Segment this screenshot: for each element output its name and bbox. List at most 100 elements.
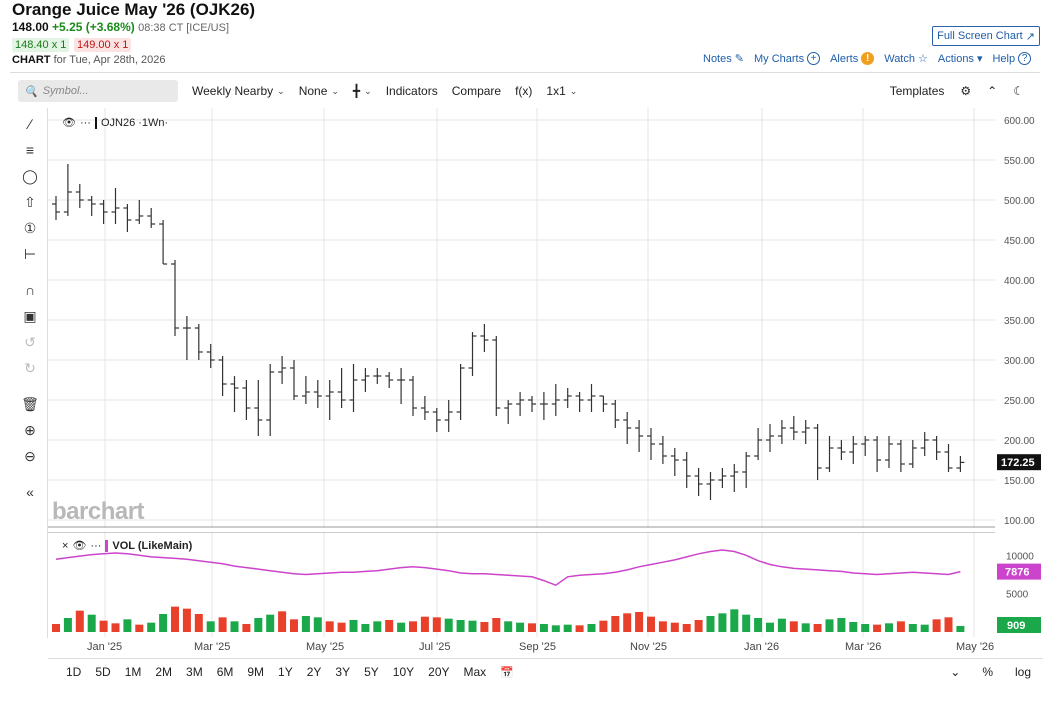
mycharts-link[interactable]: My Charts +	[754, 52, 821, 65]
lock-icon[interactable]: ▣	[23, 307, 37, 324]
range-2y[interactable]: 2Y	[306, 665, 322, 679]
log-toggle[interactable]: log	[1014, 665, 1031, 679]
ohlc-bar	[290, 360, 298, 400]
trendline-icon[interactable]: ∕	[28, 116, 32, 132]
watch-link[interactable]: Watch ☆	[884, 52, 928, 66]
price-tick-label: 100.00	[1004, 516, 1035, 527]
volume-bar	[873, 624, 882, 632]
ohlc-bar	[182, 316, 191, 360]
price-tick-label: 400.00	[1004, 276, 1035, 287]
volume-bar	[420, 616, 429, 632]
undo-icon[interactable]: ↺	[24, 333, 36, 350]
help-link[interactable]: Help?	[992, 52, 1032, 65]
ohlc-bar	[611, 400, 620, 428]
quote-line: 148.00 +5.25 (+3.68%) 08:38 CT [ICE/US]	[12, 20, 229, 34]
fullscreen-button[interactable]: Full Screen Chart ↗	[932, 26, 1040, 46]
ohlc-bar	[230, 376, 239, 412]
measure-icon[interactable]: ⊢	[23, 245, 37, 262]
ohlc-bar	[147, 208, 156, 228]
compare-button[interactable]: Compare	[452, 84, 501, 98]
more-icon[interactable]: ···	[79, 116, 91, 129]
close-icon[interactable]: ×	[62, 539, 69, 552]
volume-chart[interactable]	[48, 532, 995, 637]
range-9m[interactable]: 9M	[247, 665, 265, 679]
range-20y[interactable]: 20Y	[428, 665, 450, 679]
magnet-icon[interactable]: ∩	[24, 282, 36, 298]
ohlc-bar	[873, 436, 882, 472]
scale-options: ⌄% log	[950, 665, 1031, 679]
ohlc-bar	[278, 356, 287, 384]
range-3m[interactable]: 3M	[186, 665, 203, 679]
range-1m[interactable]: 1M	[124, 665, 142, 679]
aggregation-dropdown[interactable]: None ⌄	[299, 84, 339, 98]
range-5d[interactable]: 5D	[95, 665, 111, 679]
range-6m[interactable]: 6M	[216, 665, 234, 679]
range-3y[interactable]: 3Y	[335, 665, 351, 679]
divider	[10, 72, 1040, 73]
x-tick-label: Jan '26	[744, 641, 780, 653]
notes-link[interactable]: Notes ✎	[703, 52, 744, 66]
range-10y[interactable]: 10Y	[392, 665, 415, 679]
actions-label: Actions	[937, 52, 974, 65]
arrow-icon[interactable]: ⇧	[24, 193, 36, 210]
chart-type-dropdown[interactable]: ╋ ⌄	[353, 84, 372, 98]
period-label: Weekly Nearby	[192, 84, 274, 98]
ohlc-bar	[123, 204, 132, 232]
alerts-link[interactable]: Alerts!	[830, 52, 875, 65]
symbol-search[interactable]: 🔍 Symbol...	[18, 80, 178, 102]
eye-icon[interactable]: 👁	[62, 117, 76, 129]
expand-down-icon[interactable]: ⌄	[950, 665, 961, 679]
period-dropdown[interactable]: Weekly Nearby ⌄	[192, 84, 285, 98]
volume-bar	[825, 619, 834, 632]
price-tick-label: 500.00	[1004, 196, 1035, 207]
trash-icon[interactable]: 🗑	[21, 395, 39, 412]
volume-bar	[563, 624, 572, 632]
ohlc-bar	[575, 392, 584, 412]
zoom-out-icon[interactable]: ⊖	[24, 447, 36, 464]
collapse-left-icon[interactable]: «	[26, 484, 34, 500]
actions-menu[interactable]: Actions ▾	[937, 52, 983, 66]
ohlc-bar	[539, 392, 548, 420]
volume-bar	[730, 609, 739, 632]
fib-icon[interactable]: ≡	[25, 142, 35, 158]
volume-bar	[456, 620, 465, 632]
price-chart[interactable]	[48, 108, 995, 528]
volume-bar	[718, 613, 727, 632]
dark-mode-icon[interactable]: ☾	[1013, 84, 1024, 98]
collapse-up-icon[interactable]: ⌃	[987, 84, 998, 98]
chevron-down-icon: ⌄	[331, 85, 339, 96]
indicators-button[interactable]: Indicators	[386, 84, 438, 98]
fx-button[interactable]: f(x)	[515, 84, 532, 98]
notes-label: Notes	[703, 52, 732, 65]
volume-bar	[885, 623, 893, 632]
range-1d[interactable]: 1D	[66, 665, 82, 679]
volume-bar	[849, 622, 858, 632]
calendar-icon[interactable]: 📅	[500, 666, 514, 679]
price-tick-label: 250.00	[1004, 396, 1035, 407]
range-2m[interactable]: 2M	[155, 665, 173, 679]
volume-bar	[647, 616, 655, 632]
range-max[interactable]: Max	[463, 665, 487, 679]
shape-icon[interactable]: ◯	[22, 167, 38, 184]
range-5y[interactable]: 5Y	[364, 665, 379, 679]
ohlc-bar	[956, 456, 965, 472]
percent-toggle[interactable]: %	[982, 665, 993, 679]
volume-bar	[742, 614, 751, 632]
range-1y[interactable]: 1Y	[278, 665, 293, 679]
volume-bar	[599, 620, 608, 632]
volume-bar	[349, 620, 358, 632]
ohlc-bar	[849, 436, 858, 464]
volume-bar	[123, 619, 132, 632]
volume-bar	[444, 618, 453, 632]
templates-button[interactable]: Templates	[889, 84, 945, 98]
eye-icon[interactable]: 👁	[72, 540, 87, 552]
compare-label: Compare	[451, 84, 502, 98]
more-icon[interactable]: ···	[90, 539, 102, 552]
layout-dropdown[interactable]: 1x1 ⌄	[546, 84, 577, 98]
gear-icon[interactable]: ⚙	[960, 84, 972, 98]
price-axis[interactable]: 600.00 550.00 500.00 450.00 400.00 350.00 300.…	[995, 108, 1043, 638]
zoom-in-icon[interactable]: ⊕	[24, 421, 36, 438]
redo-icon[interactable]: ↻	[24, 359, 36, 376]
volume-bar	[575, 625, 584, 632]
annotation-icon[interactable]: ①	[23, 219, 37, 236]
